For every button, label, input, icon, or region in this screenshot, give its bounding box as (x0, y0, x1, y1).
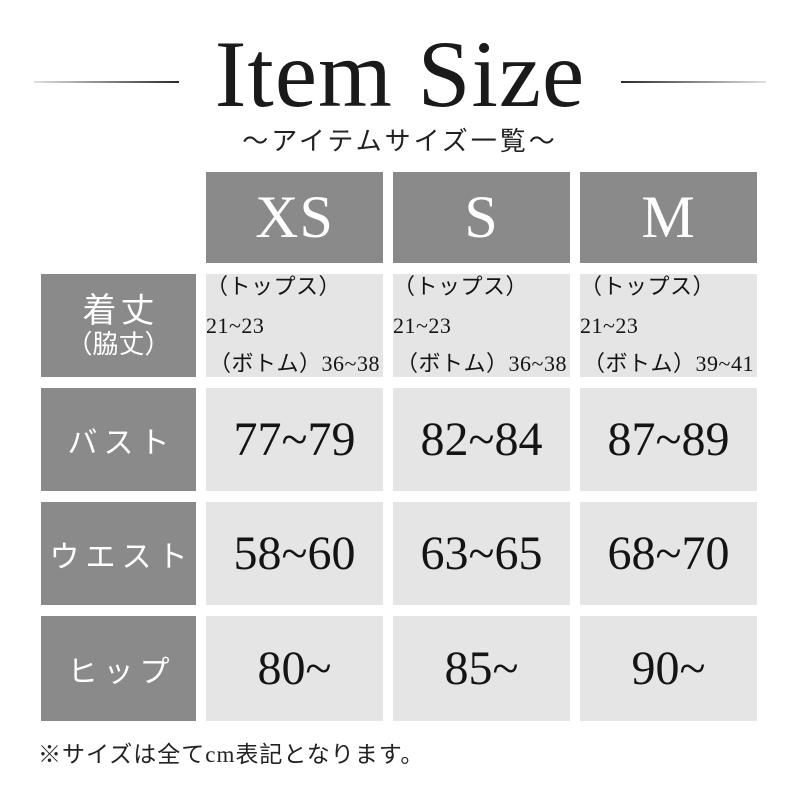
cell-bust-xs: 77~79 (206, 388, 383, 492)
cell-length-xs-tops: （トップス）21~23 (206, 274, 342, 338)
cell-length-s: （トップス）21~23 （ボトム）36~38 (393, 274, 570, 378)
row-header-length-sub: （脇丈） (66, 330, 171, 360)
row-header-bust: バスト (41, 388, 196, 492)
column-header-s: S (393, 172, 570, 264)
page-header: Item Size ～アイテムサイズ一覧～ (0, 0, 800, 156)
row-header-length: 着丈 （脇丈） (41, 274, 196, 378)
cell-length-m: （トップス）21~23 （ボトム）39~41 (580, 274, 757, 378)
row-header-waist: ウエスト (41, 502, 196, 606)
cell-length-m-bottom: （ボトム）39~41 (583, 351, 754, 377)
title-decor-line-left (33, 81, 179, 84)
cell-length-xs: （トップス）21~23 （ボトム）36~38 (206, 274, 383, 378)
cell-length-s-bottom: （ボトム）36~38 (396, 351, 567, 377)
title-row: Item Size (0, 0, 800, 127)
unit-footnote: ※サイズは全てcm表記となります。 (38, 742, 425, 768)
title-decor-line-right (621, 81, 767, 84)
cell-hip-xs: 80~ (206, 616, 383, 722)
cell-length-xs-bottom: （ボトム）36~38 (209, 351, 380, 377)
column-header-xs: XS (206, 172, 383, 264)
size-table: XS S M 着丈 （脇丈） （トップス）21~23 （ボトム）36~38 （ト… (41, 172, 757, 722)
cell-length-s-tops: （トップス）21~23 (393, 274, 529, 338)
cell-waist-m: 68~70 (580, 502, 757, 606)
cell-hip-m: 90~ (580, 616, 757, 722)
row-header-waist-label: ウエスト (49, 540, 194, 574)
cell-waist-xs: 58~60 (206, 502, 383, 606)
cell-waist-s: 63~65 (393, 502, 570, 606)
table-corner-spacer (41, 172, 196, 263)
row-header-bust-label: バスト (67, 426, 176, 460)
column-header-m: M (580, 172, 757, 264)
row-header-length-main: 着丈 (82, 293, 159, 331)
cell-hip-s: 85~ (393, 616, 570, 722)
cell-length-m-tops: （トップス）21~23 (580, 274, 716, 338)
page-title: Item Size (214, 21, 586, 127)
row-header-hip-label: ヒップ (67, 655, 176, 689)
cell-bust-s: 82~84 (393, 388, 570, 492)
cell-bust-m: 87~89 (580, 388, 757, 492)
page-subtitle: ～アイテムサイズ一覧～ (242, 126, 558, 156)
row-header-hip: ヒップ (41, 616, 196, 722)
